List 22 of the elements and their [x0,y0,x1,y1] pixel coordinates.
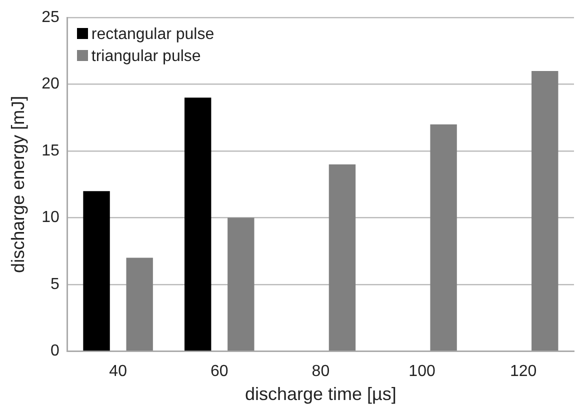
y-tick-label: 25 [42,9,60,26]
x-tick-label: 120 [510,363,537,380]
y-tick-label: 5 [50,276,60,293]
bar [228,218,254,351]
bar [328,164,356,351]
x-tick-label: 100 [408,363,436,380]
y-tick-label: 0 [50,342,60,360]
bar [184,98,212,351]
x-tick-label: 60 [210,363,228,380]
x-axis-title: discharge time [µs] [244,384,396,404]
y-tick-label: 20 [42,76,60,93]
bar [430,124,457,351]
x-tick-label: 40 [109,363,128,380]
x-tick-label: 80 [312,363,330,380]
bar [83,191,110,351]
y-axis-title: discharge energy [mJ] [8,96,28,273]
legend-label: triangular pulse [90,46,202,67]
bar [532,70,558,351]
legend-label: rectangular pulse [90,24,214,45]
bar [126,258,153,351]
y-tick-label: 15 [42,142,60,160]
y-tick-label: 10 [42,209,60,226]
